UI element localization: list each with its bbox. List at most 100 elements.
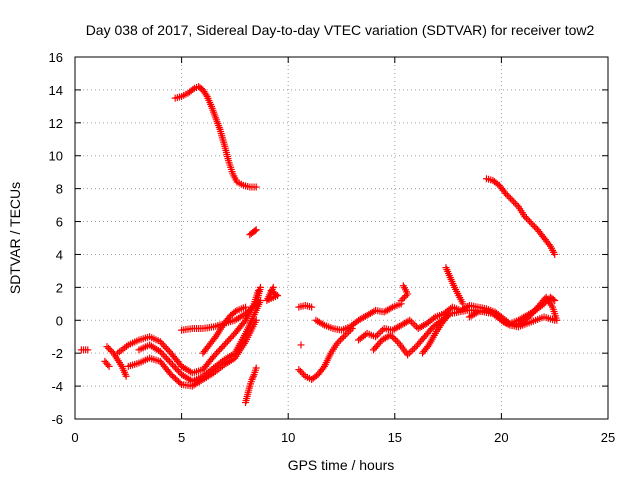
series-track-14 [295,325,356,384]
y-tick-label: 2 [56,280,63,295]
data-point [406,316,414,324]
data-point [220,341,228,349]
data-point [162,354,170,362]
data-point [104,361,112,369]
data-point [338,334,346,342]
data-point [161,343,169,351]
data-point [407,348,415,356]
data-point [159,341,167,349]
series-track-13 [295,301,316,311]
data-point [228,333,236,341]
data-point [526,218,534,226]
data-point [319,320,327,328]
data-point [409,346,417,354]
series-track-12 [263,283,282,305]
data-point [170,362,178,370]
data-point [164,356,172,364]
y-tick-label: 0 [56,313,63,328]
data-point [161,352,169,360]
data-point [189,85,197,93]
x-tick-label: 5 [178,430,185,445]
data-point [156,338,164,346]
data-point [385,332,393,340]
data-point [158,349,166,357]
series-track-23 [297,341,305,349]
data-point [269,283,277,291]
data-point [392,336,400,344]
data-point [105,362,113,370]
data-point [373,331,381,339]
data-point [527,219,535,227]
data-point [523,314,531,322]
series-track-2 [101,357,113,370]
y-axis-label: SDTVAR / TECUs [7,182,23,294]
data-point [411,321,419,329]
data-point [223,338,231,346]
data-point [410,344,418,352]
data-point [226,334,234,342]
data-point [508,196,516,204]
data-point [176,379,184,387]
data-point [387,304,395,312]
data-point [240,318,248,326]
data-point [443,313,451,321]
data-point [409,320,417,328]
data-point [491,310,499,318]
data-point [424,343,432,351]
data-point [377,328,385,336]
y-tick-label: 6 [56,215,63,230]
data-point [343,329,351,337]
data-point [345,328,353,336]
data-point [472,309,480,317]
data-point [106,346,114,354]
plot-frame [74,56,609,420]
y-tick-label: 4 [56,247,63,262]
y-tick-label: -6 [51,412,63,427]
series-track-3 [103,343,130,380]
data-point [300,371,308,379]
data-point [388,333,396,341]
data-point [122,372,130,380]
data-point [242,303,250,311]
data-point [156,348,164,356]
series-track-5 [124,316,260,390]
data-point [404,290,412,298]
data-point [375,329,383,337]
data-point [158,339,166,347]
data-point [390,334,398,342]
data-point [336,336,344,344]
data-point [168,361,176,369]
data-point [108,348,116,356]
data-point [340,333,348,341]
data-point [444,311,452,319]
series-track-22 [465,293,561,329]
data-point [248,376,256,384]
data-point [524,216,532,224]
data-point [105,344,113,352]
data-point [399,295,407,303]
series-track-18 [397,282,412,305]
series-track-21 [482,175,559,258]
data-point [378,326,386,334]
data-point [430,314,438,322]
data-point [545,241,553,249]
series-track-10 [171,83,260,191]
data-point [252,226,260,234]
y-tick-label: 8 [56,182,63,197]
data-point [225,336,233,344]
series-track-9 [242,364,260,407]
grid-layer [75,57,608,419]
series-track-11 [246,226,260,239]
data-point [173,366,181,374]
y-tick-label: 14 [49,83,63,98]
data-point [210,334,218,342]
data-point [251,227,259,235]
data-point [498,316,506,324]
data-point [319,364,327,372]
data-point [256,283,264,291]
x-tick-label: 25 [601,430,615,445]
data-point [167,359,175,367]
series-track-8 [199,303,250,357]
data-point [249,374,257,382]
